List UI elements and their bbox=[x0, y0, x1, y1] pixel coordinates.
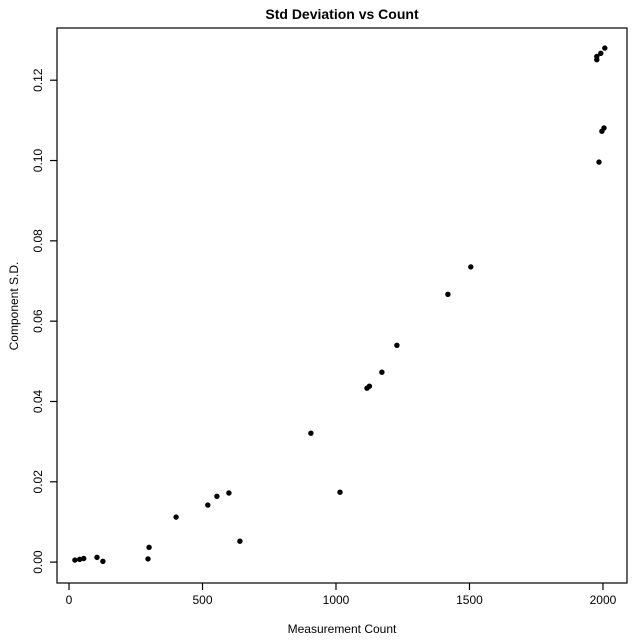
data-point bbox=[601, 125, 607, 131]
chart-title: Std Deviation vs Count bbox=[265, 6, 419, 22]
data-point bbox=[77, 556, 83, 562]
data-point bbox=[146, 544, 152, 550]
data-point bbox=[379, 369, 385, 375]
data-point bbox=[445, 291, 451, 297]
y-tick-label: 0.02 bbox=[31, 470, 45, 494]
data-point bbox=[214, 493, 220, 499]
data-point bbox=[602, 45, 608, 51]
data-point bbox=[145, 556, 151, 562]
data-point bbox=[598, 50, 604, 56]
plot-box bbox=[56, 27, 628, 584]
x-tick-label: 1000 bbox=[323, 593, 350, 607]
data-point bbox=[394, 342, 400, 348]
x-tick-label: 500 bbox=[192, 593, 212, 607]
data-point bbox=[72, 557, 78, 563]
data-point bbox=[237, 538, 243, 544]
data-point bbox=[308, 430, 314, 436]
x-axis-label: Measurement Count bbox=[287, 622, 397, 636]
x-tick-label: 2000 bbox=[590, 593, 617, 607]
y-tick-label: 0.12 bbox=[31, 68, 45, 92]
y-tick-label: 0.10 bbox=[31, 149, 45, 173]
data-point bbox=[226, 490, 232, 496]
y-tick-label: 0.06 bbox=[31, 309, 45, 333]
y-tick-label: 0.04 bbox=[31, 389, 45, 413]
data-point bbox=[100, 558, 106, 564]
y-tick-label: 0.08 bbox=[31, 229, 45, 253]
data-point bbox=[596, 159, 602, 165]
y-axis-label: Component S.D. bbox=[7, 261, 21, 351]
x-tick-label: 0 bbox=[66, 593, 73, 607]
data-point bbox=[366, 383, 373, 389]
data-point bbox=[468, 264, 474, 270]
data-point bbox=[173, 514, 179, 520]
y-tick-label: 0.00 bbox=[31, 550, 45, 574]
data-point bbox=[205, 502, 211, 508]
data-point bbox=[94, 554, 100, 560]
data-point bbox=[337, 489, 343, 495]
data-point bbox=[594, 53, 600, 60]
x-tick-label: 1500 bbox=[456, 593, 483, 607]
data-point bbox=[81, 555, 87, 562]
